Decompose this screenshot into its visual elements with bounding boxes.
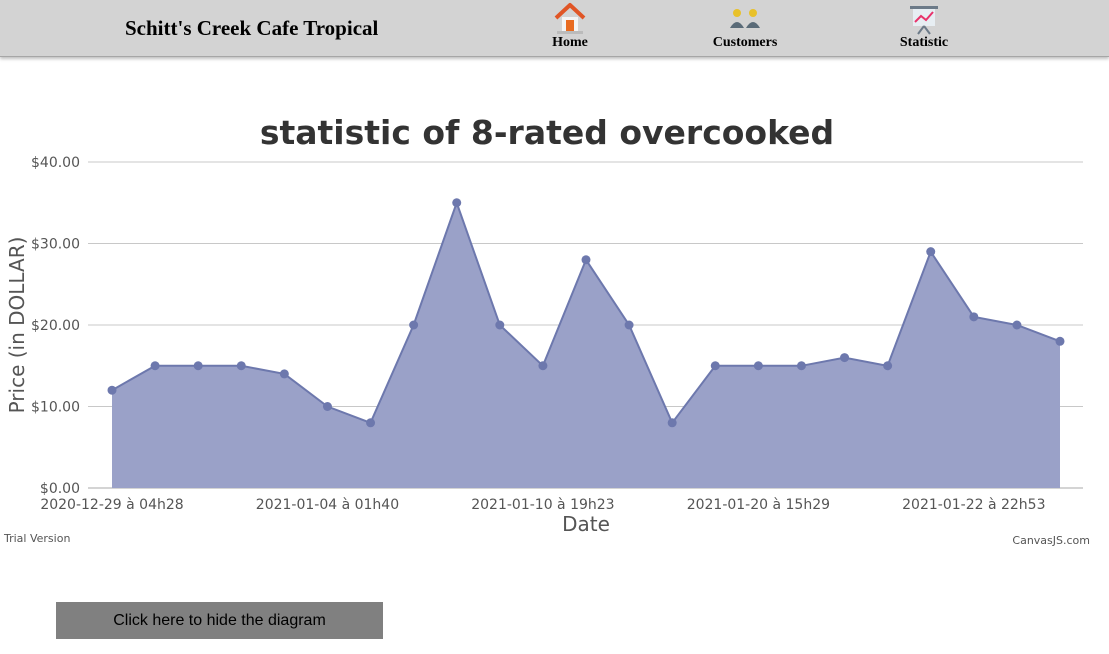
data-point[interactable] bbox=[538, 361, 548, 371]
customers-icon bbox=[730, 9, 760, 28]
data-point[interactable] bbox=[193, 361, 203, 371]
data-point[interactable] bbox=[624, 320, 634, 330]
data-point[interactable] bbox=[710, 361, 720, 371]
chart-title: statistic of 8-rated overcooked bbox=[260, 113, 834, 152]
home-icon bbox=[554, 3, 586, 34]
x-tick-label: 2021-01-20 à 15h29 bbox=[687, 497, 830, 513]
data-point[interactable] bbox=[452, 198, 462, 208]
data-point[interactable] bbox=[150, 361, 160, 371]
top-navbar: Schitt's Creek Cafe Tropical Home Custom… bbox=[0, 0, 1109, 57]
x-tick-label: 2021-01-04 à 01h40 bbox=[256, 497, 399, 513]
data-point[interactable] bbox=[926, 247, 936, 257]
trial-version-watermark: Trial Version bbox=[3, 532, 70, 545]
canvasjs-credit[interactable]: CanvasJS.com bbox=[1012, 534, 1090, 547]
data-point[interactable] bbox=[840, 353, 850, 363]
data-point[interactable] bbox=[1055, 336, 1065, 346]
brand-title: Schitt's Creek Cafe Tropical bbox=[125, 16, 379, 40]
y-tick-label: $20.00 bbox=[31, 318, 80, 334]
data-point[interactable] bbox=[322, 402, 332, 411]
data-point[interactable] bbox=[753, 361, 763, 371]
area-fill bbox=[112, 202, 1060, 489]
data-point[interactable] bbox=[409, 320, 419, 330]
data-point[interactable] bbox=[366, 418, 376, 428]
data-point[interactable] bbox=[667, 418, 677, 428]
data-point[interactable] bbox=[1012, 320, 1022, 330]
data-point[interactable] bbox=[279, 369, 289, 379]
nav-statistic-label: Statistic bbox=[899, 35, 949, 50]
nav-customers-label: Customers bbox=[712, 35, 778, 50]
x-axis-label: Date bbox=[562, 512, 610, 536]
data-point[interactable] bbox=[495, 320, 505, 330]
y-tick-label: $40.00 bbox=[31, 155, 80, 171]
x-tick-label: 2021-01-22 à 22h53 bbox=[902, 497, 1045, 513]
data-point[interactable] bbox=[883, 361, 893, 371]
data-point[interactable] bbox=[236, 361, 246, 371]
chart-container: statistic of 8-rated overcooked $0.00 $10… bbox=[0, 100, 1109, 555]
data-point[interactable] bbox=[581, 255, 591, 265]
hide-diagram-button[interactable]: Click here to hide the diagram bbox=[56, 602, 383, 639]
data-point[interactable] bbox=[107, 385, 117, 395]
y-tick-label: $30.00 bbox=[31, 237, 80, 253]
x-tick-label: 2021-01-10 à 19h23 bbox=[471, 497, 614, 513]
y-axis-label: Price (in DOLLAR) bbox=[5, 237, 29, 414]
data-point[interactable] bbox=[969, 312, 979, 322]
y-tick-label: $0.00 bbox=[40, 481, 80, 497]
y-tick-label: $10.00 bbox=[31, 400, 80, 416]
nav-statistic[interactable]: Statistic bbox=[884, 2, 964, 54]
nav-customers[interactable]: Customers bbox=[700, 2, 790, 54]
statistic-icon bbox=[910, 6, 938, 35]
nav-home[interactable]: Home bbox=[540, 2, 600, 54]
x-tick-label: 2020-12-29 à 04h28 bbox=[40, 497, 183, 513]
nav-home-label: Home bbox=[552, 35, 588, 50]
area-chart: statistic of 8-rated overcooked $0.00 $10… bbox=[3, 113, 1090, 547]
data-point[interactable] bbox=[796, 361, 806, 371]
